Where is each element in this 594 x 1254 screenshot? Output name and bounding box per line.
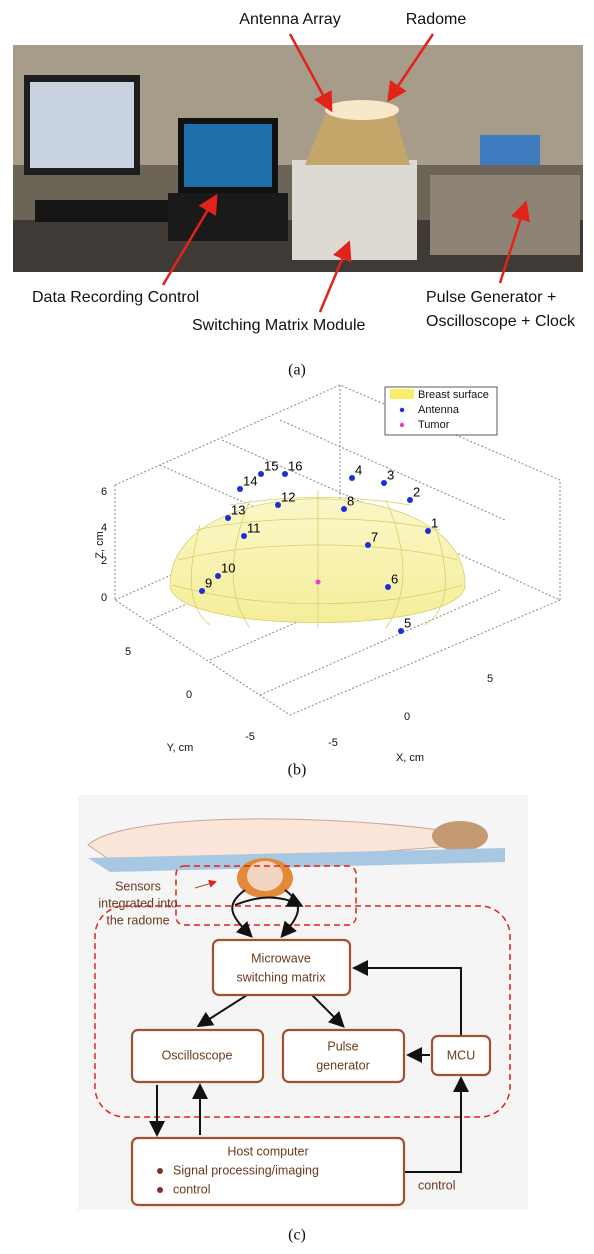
pulse-box <box>283 1030 404 1082</box>
antenna-label: 1 <box>431 515 438 530</box>
label: MCU <box>447 1048 475 1062</box>
label: Oscilloscope <box>162 1048 233 1062</box>
bullet <box>157 1168 163 1174</box>
label: Pulse <box>327 1039 358 1053</box>
antenna-label: 6 <box>391 571 398 586</box>
caption: (a) <box>288 362 306 379</box>
legend-label: Tumor <box>418 419 450 431</box>
antenna-label: 8 <box>347 493 354 508</box>
antenna-label: 15 <box>264 458 278 473</box>
bullet <box>157 1187 163 1193</box>
antenna-label: 9 <box>205 575 212 590</box>
label: the radome <box>106 913 169 927</box>
label: Microwave <box>251 951 311 965</box>
label: Switching Matrix Module <box>192 317 366 334</box>
antenna-label: 11 <box>247 520 261 535</box>
antenna-label: 4 <box>355 462 362 477</box>
axis-label: X, cm <box>396 752 424 764</box>
antenna-label: 3 <box>387 467 394 482</box>
tick-label: 0 <box>101 592 107 604</box>
label: Sensors <box>115 879 161 893</box>
label: Radome <box>406 11 467 28</box>
antenna-label: 12 <box>281 489 295 504</box>
label: control <box>418 1178 456 1192</box>
tick-label: 5 <box>487 673 493 685</box>
label: Oscilloscope + Clock <box>426 313 576 330</box>
legend-label: Breast surface <box>418 389 489 401</box>
tick-label: -5 <box>328 737 338 749</box>
figure-canvas: Antenna Array Radome Data Recording Cont… <box>0 0 594 1254</box>
tick-label: -5 <box>245 731 255 743</box>
label: control <box>173 1182 211 1196</box>
label: switching matrix <box>237 970 327 984</box>
caption: (b) <box>288 762 307 779</box>
axis-label: Y, cm <box>167 742 194 754</box>
legend-swatch <box>400 423 404 427</box>
label: Data Recording Control <box>32 289 199 306</box>
dome <box>170 490 465 628</box>
antenna-label: 16 <box>288 458 302 473</box>
legend-swatch <box>390 389 414 399</box>
antenna-label: 14 <box>243 473 257 488</box>
label: Antenna Array <box>239 11 340 28</box>
switching-box <box>213 940 350 995</box>
photo <box>13 45 583 272</box>
antenna-label: 13 <box>231 502 245 517</box>
label: integrated into <box>98 896 177 910</box>
tumor <box>316 580 321 585</box>
figure: Antenna Array Radome Data Recording Cont… <box>0 0 594 1254</box>
caption: (c) <box>288 1227 306 1244</box>
antenna-label: 5 <box>404 615 411 630</box>
tick-label: 6 <box>101 486 107 498</box>
legend-swatch <box>400 408 404 412</box>
label: Pulse Generator + <box>426 289 556 306</box>
tick-label: 0 <box>186 689 192 701</box>
label: generator <box>316 1058 370 1072</box>
label: Host computer <box>227 1144 308 1158</box>
axis-label: Z, cm <box>94 531 106 559</box>
antenna-label: 7 <box>371 529 378 544</box>
tick-label: 5 <box>125 646 131 658</box>
legend-label: Antenna <box>418 404 460 416</box>
antenna-label: 2 <box>413 484 420 499</box>
label: Signal processing/imaging <box>173 1163 319 1177</box>
tick-label: 0 <box>404 711 410 723</box>
antenna-label: 10 <box>221 560 235 575</box>
